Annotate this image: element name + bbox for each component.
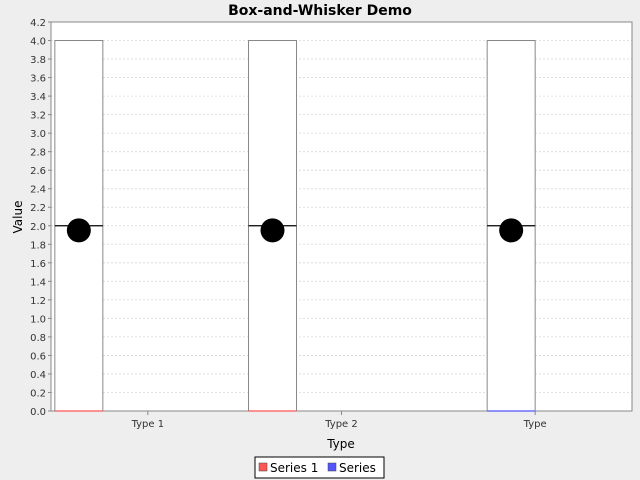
y-tick-label: 3.4 xyxy=(30,92,46,103)
y-axis-label: Value xyxy=(11,201,25,234)
y-tick-label: 2.4 xyxy=(30,185,46,196)
y-tick-label: 3.2 xyxy=(30,111,46,122)
x-tick-label: Type xyxy=(523,419,547,430)
y-tick-label: 2.6 xyxy=(30,166,46,177)
y-tick-label: 0.8 xyxy=(30,333,46,344)
legend-label: Series 1 xyxy=(270,461,318,475)
plot-background xyxy=(51,22,632,411)
y-tick-label: 0.0 xyxy=(30,407,46,418)
y-tick-label: 4.2 xyxy=(30,18,46,29)
y-tick-label: 1.4 xyxy=(30,277,46,288)
mean-marker xyxy=(66,218,91,243)
mean-marker xyxy=(499,218,524,243)
chart-title: Box-and-Whisker Demo xyxy=(228,3,412,19)
y-tick-label: 0.6 xyxy=(30,351,46,362)
y-tick-label: 1.8 xyxy=(30,240,46,251)
y-tick-label: 2.0 xyxy=(30,222,46,233)
legend: Series 1 Series xyxy=(254,456,385,479)
y-tick-label: 1.0 xyxy=(30,314,46,325)
y-tick-label: 3.6 xyxy=(30,74,46,85)
y-tick-label: 1.6 xyxy=(30,259,46,270)
y-tick-label: 1.2 xyxy=(30,296,46,307)
x-tick-label: Type 1 xyxy=(131,419,165,430)
legend-box xyxy=(254,456,385,479)
y-tick-label: 2.8 xyxy=(30,148,46,159)
y-tick-label: 0.2 xyxy=(30,388,46,399)
legend-label: Series xyxy=(339,461,376,475)
x-axis-label: Type xyxy=(326,437,355,451)
legend-swatch xyxy=(327,462,337,472)
x-tick-label: Type 2 xyxy=(324,419,358,430)
y-tick-label: 0.4 xyxy=(30,370,46,381)
mean-marker xyxy=(260,218,285,243)
legend-swatch xyxy=(258,462,268,472)
y-tick-label: 3.8 xyxy=(30,55,46,66)
y-tick-label: 2.2 xyxy=(30,203,46,214)
y-tick-label: 3.0 xyxy=(30,129,46,140)
y-tick-label: 4.0 xyxy=(30,37,46,48)
plot-area: 0.0 0.2 0.4 0.6 0.8 1.0 1.2 1.4 1.6 1.8 2.0 2.2 2.4 2… xyxy=(30,18,633,430)
